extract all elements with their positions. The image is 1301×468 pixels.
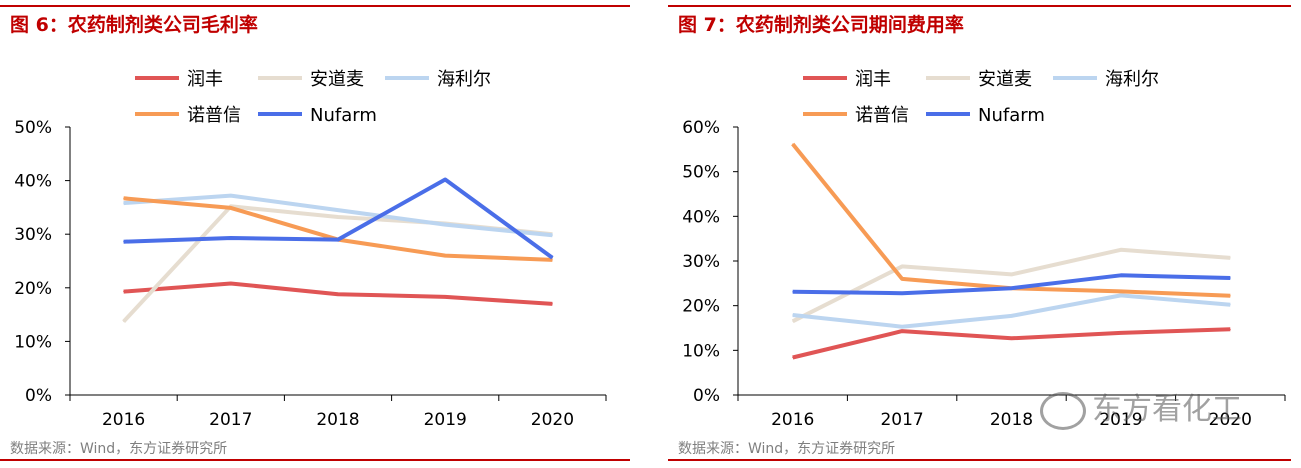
bottom-rule bbox=[668, 459, 1291, 461]
data-point bbox=[123, 241, 125, 243]
wechat-watermark: 东方看化工 bbox=[1040, 384, 1242, 430]
y-tick-label: 20% bbox=[682, 297, 720, 317]
x-tick-label: 2018 bbox=[316, 410, 359, 430]
data-point bbox=[337, 239, 339, 241]
panel-gross-margin: 图 6：农药制剂类公司毛利率 0% 10% 20% 30% 40% 50% 2016 2017… bbox=[0, 0, 640, 468]
data-point bbox=[792, 314, 794, 316]
y-tick-label: 30% bbox=[682, 252, 720, 272]
data-point bbox=[1011, 273, 1012, 275]
y-tick-label: 30% bbox=[14, 225, 52, 245]
legend-label: 诺普信 bbox=[855, 105, 909, 126]
data-point bbox=[1120, 332, 1122, 334]
data-point bbox=[1120, 249, 1122, 251]
series-line-海利尔 bbox=[792, 293, 1231, 329]
y-tick-label: 50% bbox=[682, 163, 720, 183]
series-line-润丰 bbox=[792, 327, 1231, 360]
chart-title: 图 6：农药制剂类公司毛利率 bbox=[10, 14, 258, 36]
data-point bbox=[230, 195, 232, 197]
data-point bbox=[792, 320, 794, 322]
y-tick-label: 20% bbox=[14, 279, 52, 299]
legend-label: Nufarm bbox=[310, 105, 377, 126]
y-tick-label: 40% bbox=[14, 172, 52, 192]
legend-label: 海利尔 bbox=[437, 69, 491, 90]
chart-title: 图 7：农药制剂类公司期间费用率 bbox=[678, 14, 964, 36]
data-point bbox=[1120, 290, 1122, 292]
series-line-安道麦 bbox=[791, 247, 1231, 324]
data-point bbox=[337, 216, 339, 218]
data-point bbox=[551, 257, 553, 259]
data-point bbox=[1120, 294, 1122, 296]
data-point bbox=[901, 326, 903, 328]
x-tick-label: 2016 bbox=[771, 410, 814, 430]
expense-ratio-chart: 0% 10% 20% 30% 40% 50% 60% 2016 2017 2018 2019 2020… bbox=[682, 69, 1286, 430]
x-tick-label: 2019 bbox=[424, 410, 467, 430]
source-note: 数据来源：Wind，东方证券研究所 bbox=[10, 441, 228, 457]
data-point bbox=[1011, 337, 1012, 339]
watermark-text: 东方看化工 bbox=[1092, 392, 1242, 427]
x-tick-label: 2017 bbox=[209, 410, 252, 430]
data-point bbox=[1229, 304, 1231, 306]
legend-label: 润丰 bbox=[855, 69, 891, 90]
data-point bbox=[901, 265, 903, 267]
data-point bbox=[901, 278, 903, 280]
legend-label: Nufarm bbox=[978, 105, 1045, 126]
wechat-icon bbox=[1040, 391, 1086, 430]
data-point bbox=[444, 255, 446, 257]
y-tick-label: 0% bbox=[693, 386, 720, 406]
data-point bbox=[792, 291, 794, 293]
legend-label: 安道麦 bbox=[978, 69, 1032, 90]
legend-label: 安道麦 bbox=[310, 69, 364, 90]
data-point bbox=[444, 296, 446, 298]
source-note: 数据来源：Wind，东方证券研究所 bbox=[678, 441, 896, 457]
x-tick-label: 2018 bbox=[990, 410, 1033, 430]
data-point bbox=[230, 207, 232, 209]
gross-margin-chart: 0% 10% 20% 30% 40% 50% 2016 2017 2018 2019 2020 润丰 安… bbox=[14, 69, 607, 430]
data-point bbox=[1229, 295, 1231, 297]
data-point bbox=[792, 356, 794, 358]
top-rule bbox=[0, 5, 630, 7]
data-point bbox=[901, 292, 903, 294]
data-point bbox=[444, 224, 446, 226]
y-tick-label: 0% bbox=[25, 386, 52, 406]
data-point bbox=[551, 234, 553, 236]
data-point bbox=[1011, 287, 1012, 289]
x-tick-label: 2019 bbox=[1099, 410, 1142, 430]
data-point bbox=[444, 179, 446, 181]
y-tick-label: 50% bbox=[14, 118, 52, 138]
series-line-润丰 bbox=[123, 281, 553, 306]
data-point bbox=[337, 209, 339, 211]
x-tick-label: 2020 bbox=[1209, 410, 1252, 430]
data-point bbox=[123, 321, 125, 323]
legend-label: 诺普信 bbox=[187, 105, 241, 126]
data-point bbox=[1229, 328, 1231, 330]
data-point bbox=[1229, 257, 1231, 259]
data-point bbox=[123, 202, 125, 204]
data-point bbox=[230, 237, 232, 239]
data-point bbox=[901, 330, 903, 332]
x-tick-label: 2020 bbox=[531, 410, 574, 430]
bottom-rule bbox=[0, 459, 630, 461]
legend-label: 润丰 bbox=[187, 69, 223, 90]
y-tick-label: 40% bbox=[682, 207, 720, 227]
data-point bbox=[551, 303, 553, 305]
data-point bbox=[1229, 277, 1231, 279]
data-point bbox=[1011, 315, 1012, 317]
series-line-安道麦 bbox=[122, 204, 553, 323]
y-tick-label: 10% bbox=[14, 332, 52, 352]
legend-label: 海利尔 bbox=[1105, 69, 1159, 90]
panel-expense-ratio: 图 7：农药制剂类公司期间费用率 0% 10% 20% 30% 40% 50% 60% 201… bbox=[668, 0, 1301, 468]
data-point bbox=[230, 283, 232, 285]
top-rule bbox=[668, 5, 1291, 7]
data-point bbox=[123, 291, 125, 293]
x-tick-label: 2017 bbox=[880, 410, 923, 430]
data-point bbox=[551, 259, 553, 261]
data-point bbox=[123, 197, 125, 199]
y-tick-label: 60% bbox=[682, 118, 720, 138]
x-tick-label: 2016 bbox=[102, 410, 145, 430]
data-point bbox=[1120, 274, 1122, 276]
y-tick-label: 10% bbox=[682, 341, 720, 361]
data-point bbox=[792, 143, 794, 145]
data-point bbox=[337, 293, 339, 295]
